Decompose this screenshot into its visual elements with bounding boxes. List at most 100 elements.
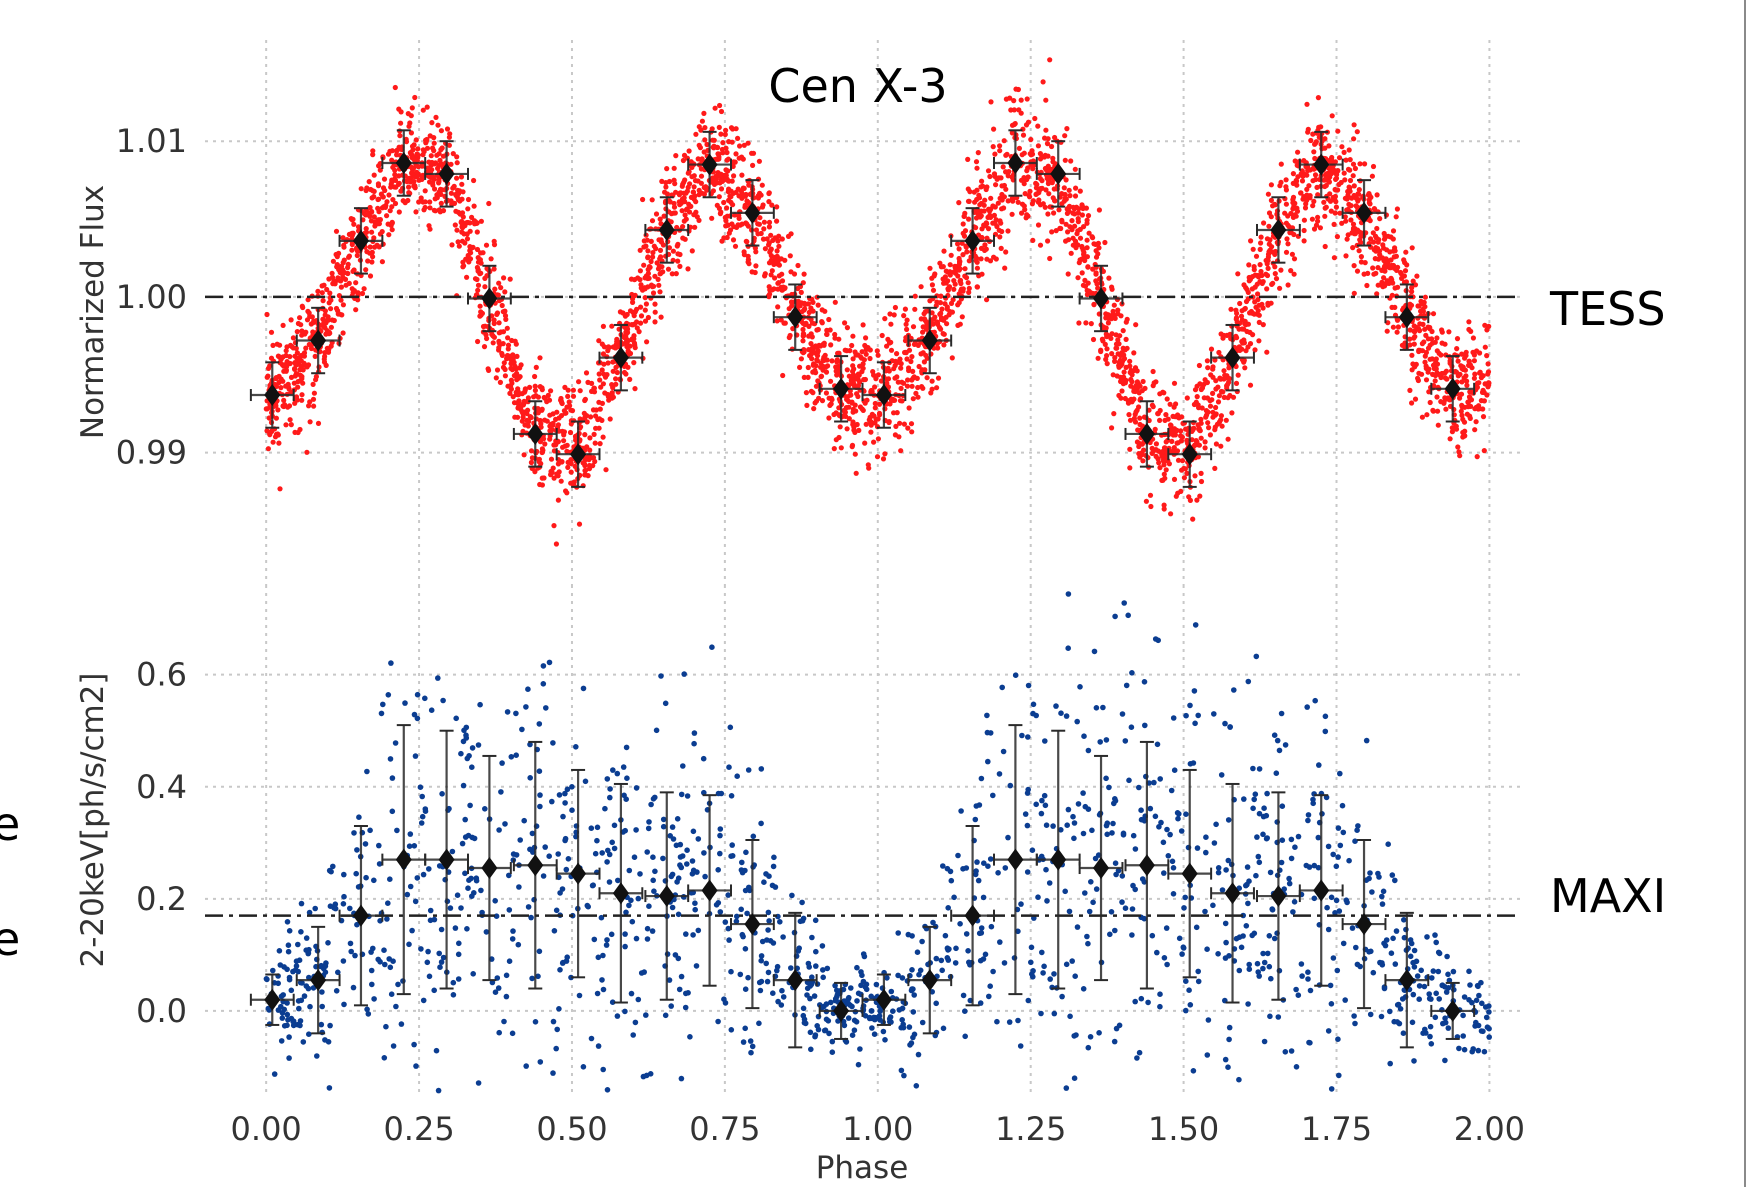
tess-point bbox=[634, 325, 640, 331]
maxi-point bbox=[933, 1000, 939, 1007]
tess-point bbox=[1210, 366, 1216, 372]
tess-point bbox=[341, 257, 347, 263]
tess-point bbox=[1237, 300, 1243, 307]
tess-point bbox=[1409, 245, 1415, 251]
tess-point bbox=[452, 222, 458, 228]
tess-point bbox=[1379, 279, 1385, 285]
maxi-point bbox=[999, 684, 1005, 691]
tess-point bbox=[634, 306, 640, 312]
tess-point bbox=[519, 391, 525, 397]
tess-bin-marker bbox=[833, 377, 850, 400]
tess-point bbox=[849, 342, 855, 349]
tess-point bbox=[1178, 488, 1184, 494]
tess-point bbox=[739, 154, 745, 160]
tess-point bbox=[521, 452, 527, 458]
tess-point bbox=[415, 146, 421, 152]
tess-point bbox=[1343, 157, 1349, 163]
tess-point bbox=[993, 217, 999, 223]
maxi-point bbox=[394, 827, 400, 834]
tess-point bbox=[721, 177, 727, 183]
tess-point bbox=[448, 161, 454, 167]
tess-point bbox=[293, 362, 299, 368]
tess-point bbox=[366, 179, 372, 185]
tess-point bbox=[1205, 365, 1211, 371]
tess-point bbox=[1011, 98, 1017, 104]
maxi-point bbox=[1190, 760, 1197, 766]
tess-point bbox=[1293, 177, 1299, 184]
tess-point bbox=[1310, 203, 1316, 209]
tess-point bbox=[398, 109, 404, 115]
tess-point bbox=[1462, 433, 1468, 439]
tess-point bbox=[679, 183, 685, 189]
tess-point bbox=[1302, 205, 1309, 211]
tess-point bbox=[1167, 422, 1174, 428]
tess-point bbox=[491, 238, 497, 244]
tess-point bbox=[345, 261, 351, 267]
tess-point bbox=[313, 377, 319, 383]
tess-point bbox=[266, 415, 272, 421]
tess-point bbox=[1153, 453, 1159, 459]
tess-point bbox=[305, 297, 311, 303]
tess-point bbox=[912, 306, 918, 312]
tess-point bbox=[841, 412, 848, 418]
tess-point bbox=[474, 276, 480, 283]
tess-point bbox=[724, 213, 730, 219]
tess-point bbox=[876, 401, 883, 407]
tess-point bbox=[1417, 321, 1423, 327]
tess-point bbox=[346, 254, 352, 260]
tess-point bbox=[480, 250, 486, 256]
tess-point bbox=[892, 304, 899, 311]
tess-point bbox=[467, 256, 474, 262]
tess-point bbox=[627, 350, 634, 357]
tess-point bbox=[1160, 389, 1166, 395]
maxi-point bbox=[660, 816, 667, 823]
tess-point bbox=[511, 400, 518, 406]
maxi-point bbox=[1246, 878, 1252, 884]
tess-point bbox=[1265, 265, 1271, 271]
tess-point bbox=[1121, 369, 1127, 375]
tess-point bbox=[858, 355, 865, 361]
tess-point bbox=[427, 205, 433, 211]
tess-point bbox=[299, 392, 305, 398]
tess-point bbox=[1059, 191, 1065, 197]
tess-point bbox=[1152, 426, 1158, 432]
tess-point bbox=[1388, 257, 1394, 263]
maxi-point bbox=[1064, 822, 1070, 828]
tess-point bbox=[1186, 494, 1192, 500]
tess-point bbox=[1003, 249, 1009, 255]
tess-point bbox=[475, 282, 482, 288]
tess-point bbox=[592, 458, 598, 465]
tess-point bbox=[1283, 220, 1289, 226]
tess-point bbox=[288, 422, 294, 428]
maxi-point bbox=[981, 860, 987, 866]
tess-point bbox=[1166, 461, 1172, 467]
tess-point bbox=[268, 329, 275, 335]
tess-point bbox=[960, 221, 966, 227]
tess-point bbox=[652, 319, 658, 325]
maxi-point bbox=[1352, 1020, 1358, 1027]
tess-point bbox=[1423, 377, 1430, 383]
tess-point bbox=[553, 416, 559, 422]
maxi-point bbox=[726, 937, 732, 943]
tess-point bbox=[643, 243, 649, 249]
tess-point bbox=[816, 395, 822, 401]
tess-point bbox=[323, 331, 329, 337]
tess-point bbox=[1376, 237, 1382, 243]
tess-point bbox=[606, 392, 613, 398]
maxi-point bbox=[412, 898, 419, 905]
tess-point bbox=[888, 321, 894, 327]
tess-point bbox=[819, 398, 826, 404]
tess-point bbox=[912, 293, 918, 299]
tess-point bbox=[1289, 251, 1295, 257]
tess-point bbox=[628, 276, 635, 282]
tess-point bbox=[287, 354, 293, 360]
tess-point bbox=[1134, 368, 1140, 374]
tess-point bbox=[276, 440, 282, 446]
tess-point bbox=[1371, 239, 1377, 245]
tess-point bbox=[1024, 168, 1030, 174]
tess-point bbox=[1371, 271, 1377, 277]
tess-point bbox=[920, 329, 926, 335]
tess-point bbox=[1419, 301, 1426, 307]
tess-point bbox=[974, 265, 981, 271]
tess-point bbox=[582, 463, 588, 469]
